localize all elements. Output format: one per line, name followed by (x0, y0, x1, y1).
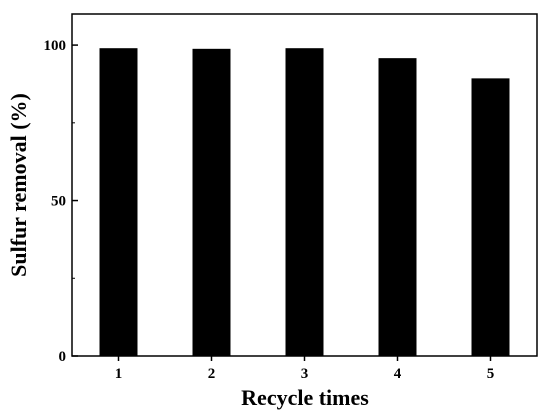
bar-5 (471, 78, 510, 357)
y-tick-label: 50 (51, 194, 66, 210)
bar-1 (99, 48, 138, 356)
y-tick-label: 0 (59, 349, 67, 365)
y-axis: 0 50 100 (44, 38, 78, 365)
x-axis: 1 2 3 4 5 (115, 356, 495, 382)
x-tick-label: 2 (208, 366, 216, 382)
bar-2 (192, 48, 231, 356)
x-tick-label: 3 (301, 366, 309, 382)
x-tick-label: 5 (487, 366, 495, 382)
bars-group (99, 48, 510, 357)
x-tick-label: 4 (394, 366, 402, 382)
y-tick-label: 100 (44, 38, 67, 54)
bar-3 (285, 48, 324, 356)
y-axis-title: Sulfur removal (%) (6, 93, 31, 277)
x-axis-title: Recycle times (241, 385, 369, 410)
bar-4 (378, 58, 417, 357)
x-tick-label: 1 (115, 366, 123, 382)
